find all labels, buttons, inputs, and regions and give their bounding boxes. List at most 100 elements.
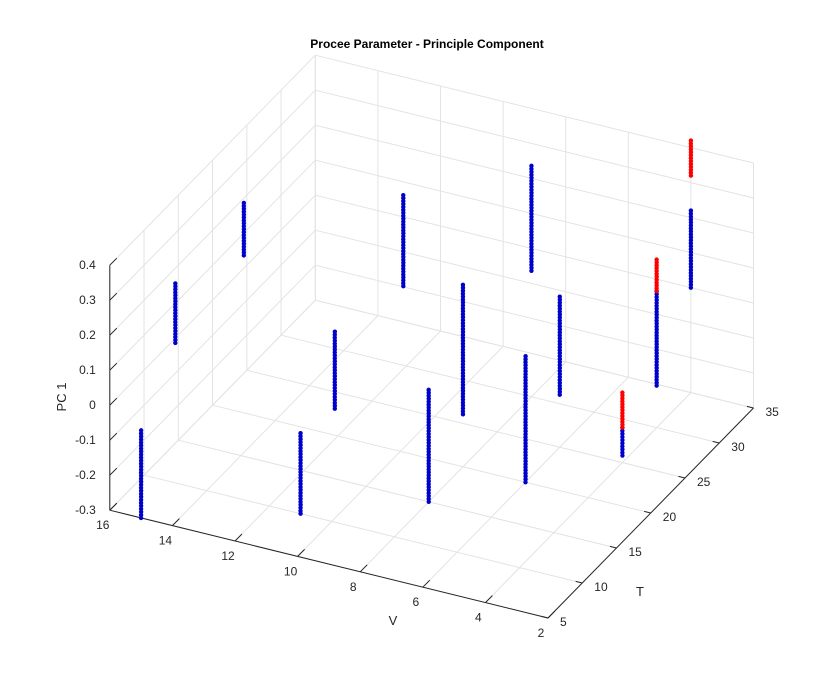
y-tick-label: 4 — [475, 611, 482, 625]
data-point — [529, 268, 534, 273]
data-point — [298, 478, 303, 484]
x-tick-label: 10 — [594, 580, 608, 594]
x-tick-mark — [609, 545, 617, 549]
data-point — [620, 450, 625, 455]
data-point — [529, 208, 534, 213]
floor-grid-line — [143, 474, 583, 584]
data-point — [529, 196, 534, 202]
data-point — [298, 505, 303, 510]
data-point — [138, 497, 144, 502]
z-tick-label: -0.1 — [75, 433, 96, 447]
data-point — [529, 238, 534, 243]
y-tick-label: 8 — [350, 580, 357, 594]
y-tick-mark — [547, 610, 556, 619]
data-point — [298, 439, 303, 445]
data-point — [529, 232, 534, 238]
data-point — [620, 434, 625, 440]
y-tick-label: 16 — [96, 518, 110, 532]
data-point — [138, 476, 144, 481]
y-tick-label: 2 — [538, 626, 545, 640]
y-tick-label: 10 — [284, 564, 298, 578]
x-tick-mark — [746, 405, 754, 409]
z-tick-label: 0.4 — [79, 258, 96, 272]
x-tick-mark — [541, 615, 549, 619]
data-point — [523, 353, 528, 359]
data-point — [523, 462, 528, 467]
data-point — [523, 387, 528, 392]
x-tick-mark — [575, 580, 583, 584]
data-point — [620, 453, 625, 458]
back-wall-grid-line — [109, 89, 316, 301]
data-point — [688, 208, 694, 213]
floor-grid-line — [297, 346, 504, 557]
data-point — [138, 428, 144, 433]
back-wall-grid-line — [109, 299, 316, 511]
data-point — [529, 262, 534, 268]
side-wall-grid-line — [315, 89, 754, 199]
grid — [109, 54, 754, 619]
data-points — [138, 138, 694, 521]
y-axis-label: V — [389, 613, 398, 628]
data-point — [523, 396, 528, 401]
data-point — [529, 226, 534, 232]
data-point — [620, 447, 625, 452]
z-tick-label: 0.1 — [79, 363, 96, 377]
y-tick-mark — [297, 549, 305, 557]
side-wall-grid-line — [315, 299, 754, 409]
data-point — [523, 375, 528, 380]
data-point — [298, 463, 303, 469]
data-point — [529, 163, 534, 168]
y-tick-mark — [234, 533, 243, 542]
back-wall-grid-line — [109, 264, 316, 476]
data-point — [298, 484, 303, 490]
data-point — [523, 480, 528, 485]
data-point — [620, 444, 625, 449]
data-point — [523, 411, 528, 416]
data-point — [529, 223, 534, 228]
data-point — [523, 405, 528, 410]
data-point — [523, 360, 528, 365]
data-point — [523, 447, 528, 452]
z-tick-mark — [109, 432, 118, 441]
y-tick-mark — [485, 595, 493, 603]
data-point — [298, 445, 303, 451]
x-tick-label: 25 — [697, 475, 711, 489]
y-tick-mark — [359, 564, 368, 573]
data-point — [401, 193, 406, 198]
data-point — [332, 329, 338, 334]
data-point — [138, 470, 144, 475]
data-point — [523, 435, 528, 440]
floor-grid-line — [234, 330, 441, 542]
axes — [109, 257, 754, 619]
data-point — [138, 467, 144, 472]
back-wall-grid-line — [109, 159, 316, 371]
side-wall-grid-line — [315, 54, 754, 164]
x-tick-label: 15 — [629, 545, 643, 559]
data-point — [298, 431, 303, 436]
highlight-data-point — [654, 257, 659, 262]
data-point — [138, 491, 144, 496]
floor-grid-line — [359, 361, 567, 573]
data-point — [298, 499, 303, 504]
data-point — [529, 187, 534, 193]
data-point — [523, 465, 528, 470]
z-tick-mark — [109, 292, 118, 301]
data-point — [529, 202, 534, 208]
z-tick-mark — [109, 397, 118, 406]
highlight-data-point — [688, 138, 694, 143]
floor-grid-line — [212, 404, 651, 514]
back-wall-grid-line — [109, 229, 316, 441]
data-point — [557, 294, 562, 299]
data-point — [241, 200, 247, 206]
x-tick-label: 5 — [560, 615, 567, 629]
x-tick-label: 20 — [663, 510, 677, 524]
data-point — [173, 281, 178, 286]
x-tick-mark — [644, 510, 651, 514]
data-point — [620, 431, 625, 436]
data-point — [529, 166, 534, 172]
z-tick-label: -0.2 — [75, 468, 96, 482]
data-point — [523, 477, 528, 482]
data-point — [529, 217, 534, 223]
z-tick-mark — [109, 467, 118, 476]
